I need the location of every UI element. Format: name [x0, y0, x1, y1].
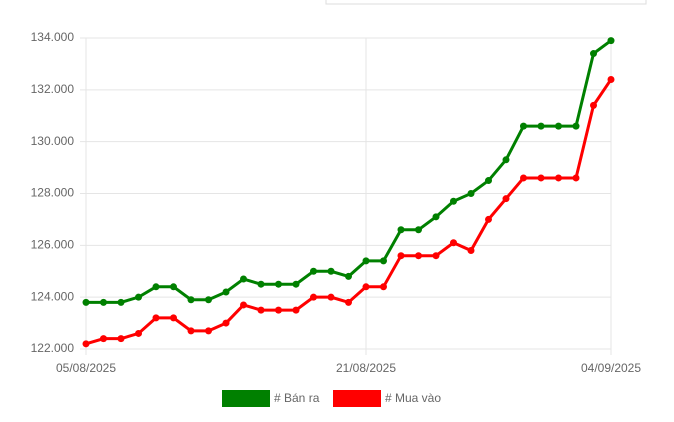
- y-tick-label: 134.000: [31, 30, 75, 44]
- point: [572, 174, 580, 182]
- point: [240, 301, 247, 309]
- x-tick-label: 05/08/2025: [56, 361, 116, 375]
- point: [380, 283, 387, 291]
- point: [152, 314, 160, 322]
- point: [572, 122, 580, 130]
- y-tick-label: 132.000: [31, 82, 75, 96]
- point: [100, 298, 107, 306]
- point: [345, 272, 352, 280]
- point: [415, 252, 422, 260]
- point: [502, 195, 510, 203]
- point: [537, 174, 545, 182]
- point: [450, 239, 457, 247]
- point: [555, 122, 562, 130]
- point: [275, 280, 282, 288]
- legend-label: # Mua vào: [385, 391, 441, 405]
- point: [187, 296, 195, 304]
- y-tick-label: 124.000: [31, 289, 75, 303]
- point: [345, 298, 352, 306]
- point: [82, 298, 90, 306]
- point: [240, 275, 247, 283]
- point: [555, 174, 562, 182]
- point: [327, 267, 335, 275]
- legend-swatch: [333, 390, 381, 407]
- point: [117, 298, 125, 306]
- point: [520, 122, 527, 130]
- point: [607, 37, 615, 45]
- x-tick-label: 04/09/2025: [581, 361, 641, 375]
- point: [607, 75, 615, 83]
- point: [415, 226, 422, 234]
- point: [82, 340, 90, 348]
- point: [205, 327, 212, 335]
- y-tick-label: 126.000: [31, 238, 75, 252]
- point: [520, 174, 527, 182]
- x-tick-label: 21/08/2025: [336, 361, 396, 375]
- point: [485, 177, 492, 185]
- point: [205, 296, 212, 304]
- point: [397, 226, 405, 234]
- point: [450, 197, 457, 205]
- point: [117, 335, 125, 343]
- series-line: [86, 39, 612, 304]
- point: [502, 156, 510, 164]
- point: [292, 306, 300, 314]
- point: [222, 288, 230, 296]
- point: [467, 190, 475, 197]
- point: [590, 50, 597, 58]
- point: [432, 252, 440, 260]
- point: [187, 327, 195, 335]
- point: [170, 283, 177, 291]
- point: [467, 247, 475, 255]
- point: [590, 101, 597, 109]
- point: [362, 257, 370, 265]
- point: [380, 257, 387, 265]
- point: [397, 252, 405, 260]
- point: [432, 213, 440, 221]
- point: [537, 122, 545, 130]
- point: [310, 267, 317, 275]
- point: [135, 293, 142, 301]
- point: [257, 280, 265, 288]
- point: [292, 280, 300, 288]
- legend-label: # Bán ra: [274, 391, 320, 405]
- point: [135, 329, 142, 337]
- point: [310, 293, 317, 301]
- point: [170, 314, 177, 322]
- point: [485, 215, 492, 223]
- point: [327, 293, 335, 301]
- point: [100, 335, 107, 343]
- point: [152, 283, 160, 291]
- legend-swatch: [222, 390, 270, 407]
- point: [362, 283, 370, 291]
- point: [222, 319, 230, 327]
- top-box: [325, 0, 647, 5]
- y-tick-label: 128.000: [31, 186, 75, 200]
- y-tick-label: 122.000: [31, 341, 75, 355]
- point: [257, 306, 265, 314]
- y-tick-label: 130.000: [31, 134, 75, 148]
- point: [275, 306, 282, 314]
